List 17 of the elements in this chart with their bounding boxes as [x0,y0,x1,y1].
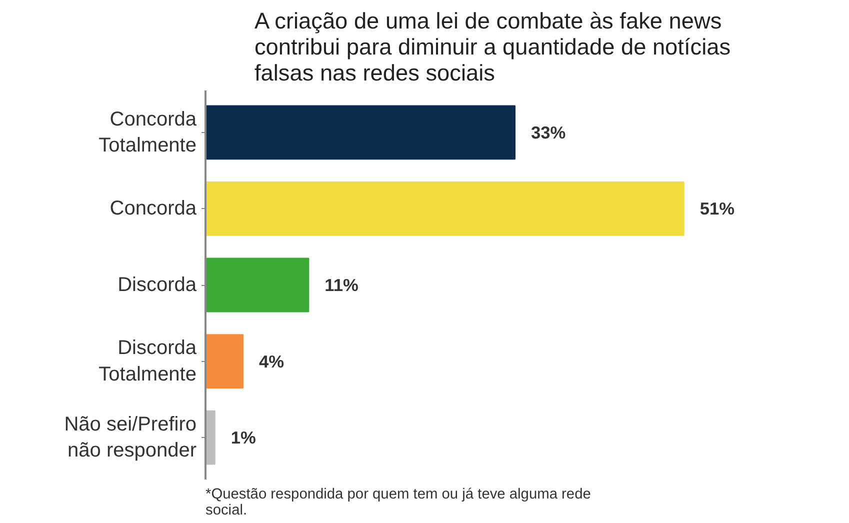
bar [206,258,310,312]
data-label: 11% [324,275,358,295]
bar [206,105,516,160]
y-tick-label: Não sei/Prefiro não responder [64,413,197,462]
y-tick-label: Discorda Totalmente [98,337,198,386]
bar [206,182,684,236]
chart-title: A criação de uma lei de combate às fake news contribui para diminuir a quantidade de notícias falsas nas redes sociais [254,8,731,86]
data-label: 4% [259,351,284,372]
bar [206,410,216,465]
data-label: 51% [700,198,735,219]
y-tick-label: Concorda Totalmente [98,108,198,157]
data-label: 1% [230,428,256,448]
y-tick-label: Concorda [110,198,198,220]
text: *Questão respondida por quem tem ou já teve alguma rede social. [206,486,591,518]
bar [206,334,244,388]
data-label: 33% [531,122,566,142]
y-tick-label: Discorda [118,274,198,296]
